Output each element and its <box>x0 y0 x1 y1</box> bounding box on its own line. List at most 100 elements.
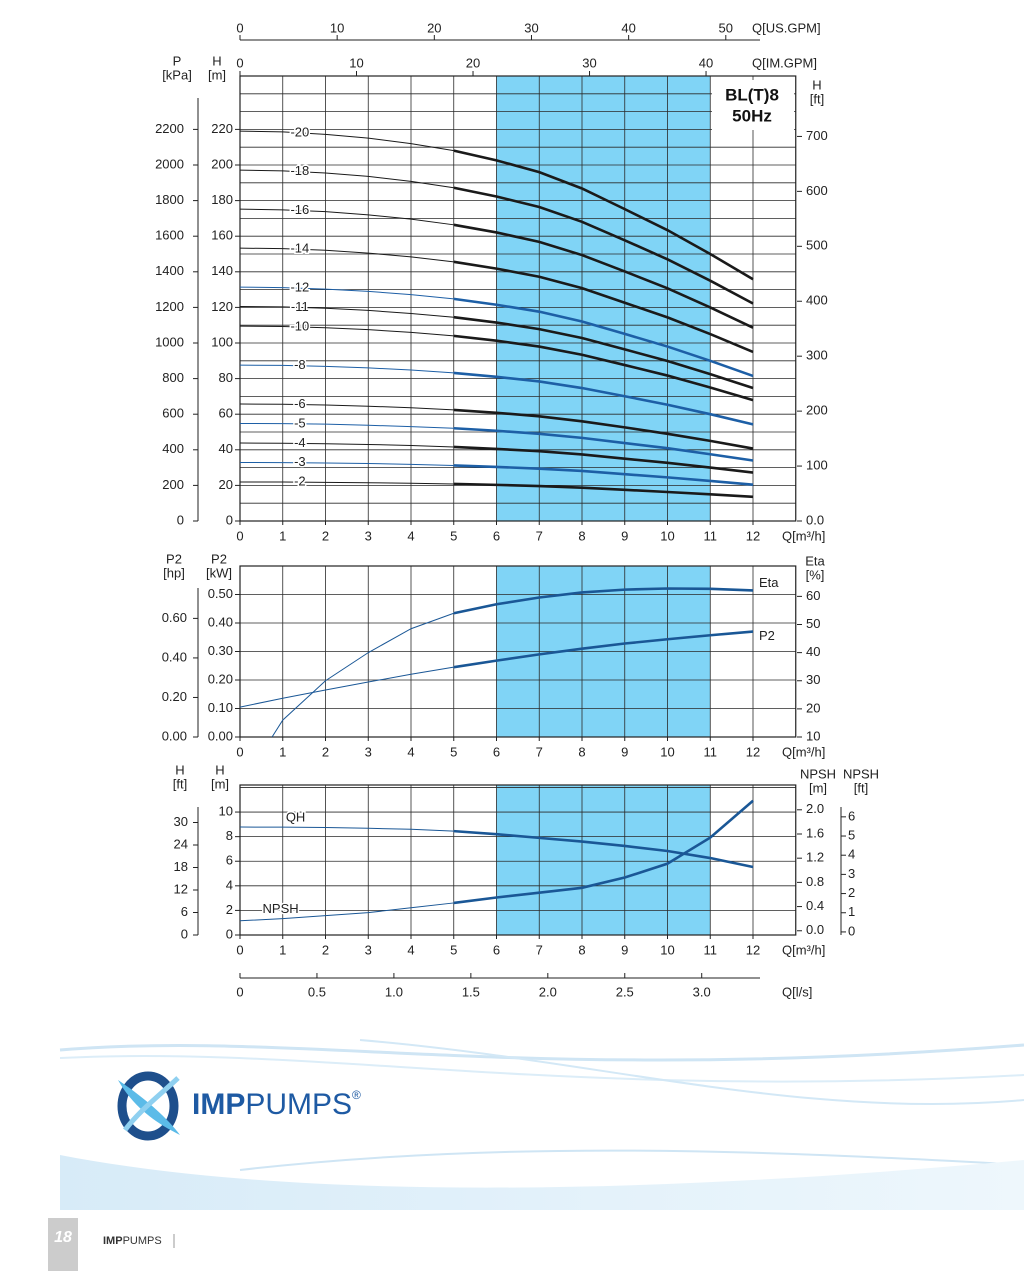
x-tick-label: 2 <box>322 528 329 543</box>
y-tick-label: 6 <box>226 853 233 868</box>
y4-tick-label: 5 <box>848 827 855 842</box>
logo-bold: IMP <box>192 1088 245 1121</box>
series-label: -14 <box>290 241 309 256</box>
logo-light: PUMPS <box>245 1088 352 1121</box>
y3-tick-label: 0.00 <box>162 728 187 743</box>
y2-tick-label: 0.8 <box>806 874 824 889</box>
y3-tick-label: 1200 <box>155 299 184 314</box>
x2-tick-label: 2.0 <box>539 984 557 999</box>
footer-waves <box>48 1039 1024 1271</box>
y-tick-label: 220 <box>211 121 233 136</box>
x-axis-title: Q[m³/h] <box>782 744 825 759</box>
curve-bold <box>453 186 754 305</box>
series-label: -3 <box>294 454 306 469</box>
x-tick-label: 8 <box>578 744 585 759</box>
x-axis-title: Q[m³/h] <box>782 528 825 543</box>
y3-tick-label: 0.20 <box>162 689 187 704</box>
x2-tick-label: 0.5 <box>308 984 326 999</box>
y2-tick-label: 0.4 <box>806 898 824 913</box>
axis-title: [hp] <box>163 565 185 580</box>
y-tick-label: 10 <box>219 803 233 818</box>
series-label: Eta <box>759 575 779 590</box>
x-tick-label: 6 <box>493 744 500 759</box>
y3-tick-label: 2000 <box>155 156 184 171</box>
x-tick-label: 12 <box>746 744 760 759</box>
series-label: -18 <box>290 163 309 178</box>
y3-tick-label: 6 <box>181 904 188 919</box>
y2-tick-label: 10 <box>806 728 820 743</box>
curve-bold <box>453 464 754 486</box>
series-label: -10 <box>290 318 309 333</box>
y-tick-label: 140 <box>211 263 233 278</box>
footer-brand: IMPPUMPS <box>103 1235 162 1247</box>
plot-frame <box>239 784 797 936</box>
y2-tick-label: 50 <box>806 616 820 631</box>
curve-bold <box>453 408 754 450</box>
x-tick-label: 7 <box>536 942 543 957</box>
x2-tick-label: 30 <box>524 20 538 35</box>
x-tick-label: 5 <box>450 744 457 759</box>
axis-title: P2 <box>211 551 227 566</box>
x-tick-label: 3 <box>365 942 372 957</box>
axis-title: [m] <box>208 67 226 82</box>
axis-title: [ft] <box>810 91 824 106</box>
curve-bold <box>453 799 754 905</box>
y3-tick-label: 0 <box>181 926 188 941</box>
axis-title: H <box>812 77 821 92</box>
x-tick-label: 4 <box>407 744 414 759</box>
x-axis-title: Q[l/s] <box>782 984 812 999</box>
y3-tick-label: 12 <box>174 881 188 896</box>
y2-tick-label: 600 <box>806 183 828 198</box>
y-tick-label: 160 <box>211 228 233 243</box>
y4-tick-label: 4 <box>848 847 855 862</box>
x-tick-label: 9 <box>621 744 628 759</box>
axis-title: H <box>215 762 224 777</box>
y4-tick-label: 1 <box>848 904 855 919</box>
y4-tick-label: 2 <box>848 885 855 900</box>
y2-tick-label: 700 <box>806 128 828 143</box>
series-label: -20 <box>290 124 309 139</box>
curve-bold <box>453 315 754 390</box>
chart-title: BL(T)8 <box>725 85 779 104</box>
x-tick-label: 7 <box>536 744 543 759</box>
x3-tick-label: 30 <box>582 55 596 70</box>
x-tick-label: 0 <box>236 528 243 543</box>
y-tick-label: 0.30 <box>208 643 233 658</box>
axis-title: [kW] <box>206 565 232 580</box>
x-tick-label: 10 <box>660 744 674 759</box>
y3-tick-label: 1000 <box>155 334 184 349</box>
axis-title: H <box>175 762 184 777</box>
x-tick-label: 5 <box>450 942 457 957</box>
axis-title: [m] <box>211 776 229 791</box>
x-tick-label: 10 <box>660 942 674 957</box>
x2-tick-label: 50 <box>719 20 733 35</box>
curve-bold <box>453 371 754 426</box>
x2-tick-label: 10 <box>330 20 344 35</box>
x-axis-title: Q[US.GPM] <box>752 20 821 35</box>
y-tick-label: 0.20 <box>208 671 233 686</box>
curve-bold <box>453 445 754 474</box>
x2-tick-label: 3.0 <box>693 984 711 999</box>
chart-subtitle: 50Hz <box>732 106 772 125</box>
plot-frame <box>239 75 797 522</box>
y3-tick-label: 800 <box>162 370 184 385</box>
x-tick-label: 11 <box>704 744 718 759</box>
x-axis-title: Q[IM.GPM] <box>752 55 817 70</box>
x-axis-title: Q[m³/h] <box>782 942 825 957</box>
axis-title: NPSH <box>800 766 836 781</box>
y4-tick-label: 6 <box>848 808 855 823</box>
title-box <box>712 80 794 130</box>
y-tick-label: 0.40 <box>208 614 233 629</box>
series-label: -6 <box>294 396 306 411</box>
x-tick-label: 2 <box>322 942 329 957</box>
x2-tick-label: 0 <box>236 20 243 35</box>
x-tick-label: 4 <box>407 528 414 543</box>
x-tick-label: 4 <box>407 942 414 957</box>
y-tick-label: 20 <box>219 477 233 492</box>
axis-title: [ft] <box>173 776 187 791</box>
y2-tick-label: 100 <box>806 457 828 472</box>
x-tick-label: 3 <box>365 528 372 543</box>
x-tick-label: 1 <box>279 528 286 543</box>
y2-tick-label: 20 <box>806 700 820 715</box>
curve-bold <box>453 829 754 869</box>
